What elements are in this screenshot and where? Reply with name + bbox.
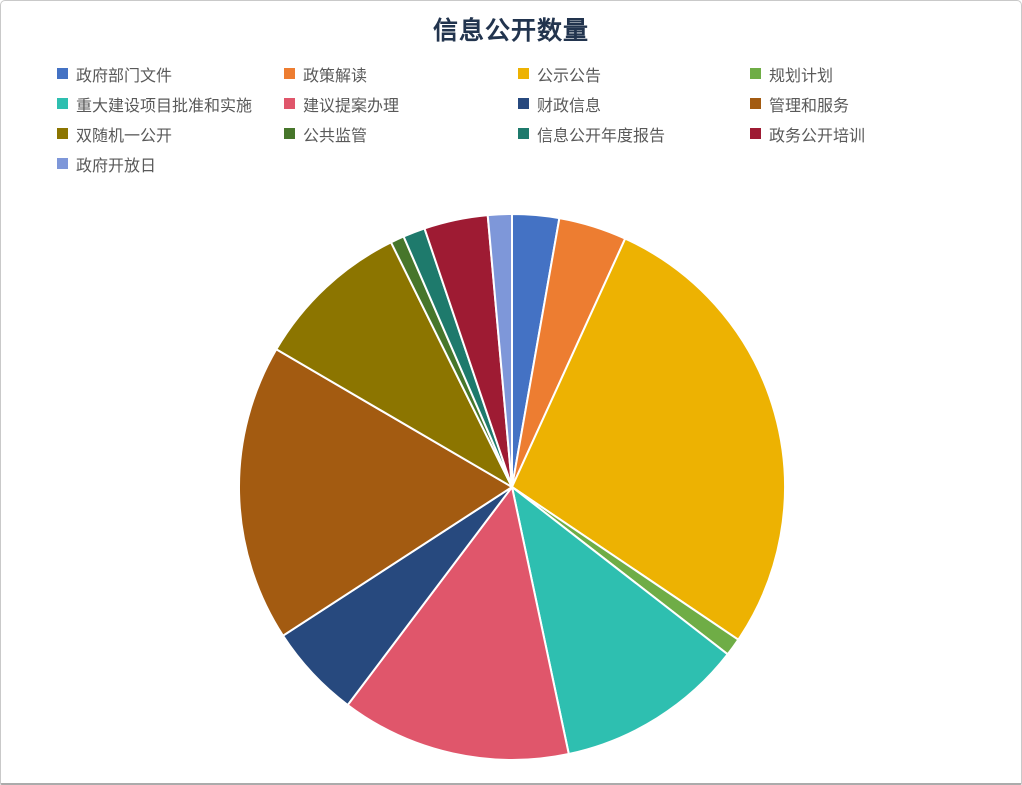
legend-swatch-icon: [57, 158, 68, 170]
chart-title: 信息公开数量: [432, 18, 589, 45]
legend-item-9[interactable]: 公共监管: [284, 119, 518, 149]
legend-item-6[interactable]: 财政信息: [518, 89, 750, 119]
legend-label: 建议提案办理: [303, 97, 400, 115]
legend-swatch-icon: [750, 128, 761, 140]
legend-item-0[interactable]: 政府部门文件: [57, 59, 284, 89]
legend-swatch-icon: [57, 128, 68, 140]
legend-swatch-icon: [284, 68, 295, 80]
legend-item-11[interactable]: 政务公开培训: [750, 119, 1021, 149]
legend-swatch-icon: [57, 68, 68, 80]
legend-label: 财政信息: [537, 97, 602, 115]
legend-item-2[interactable]: 公示公告: [518, 59, 750, 89]
legend-item-7[interactable]: 管理和服务: [750, 89, 1021, 119]
legend-swatch-icon: [518, 98, 529, 110]
legend-swatch-icon: [284, 128, 295, 140]
legend-label: 信息公开年度报告: [537, 127, 666, 145]
legend-swatch-icon: [750, 68, 761, 80]
pie-slice-12[interactable]: [486, 213, 513, 488]
legend-label: 政府部门文件: [76, 67, 173, 85]
pie-slice-7[interactable]: [238, 348, 513, 637]
pie-slice-4[interactable]: [511, 486, 729, 755]
legend-item-8[interactable]: 双随机一公开: [57, 119, 284, 149]
legend-item-3[interactable]: 规划计划: [750, 59, 1021, 89]
legend-swatch-icon: [750, 98, 761, 110]
legend-swatch-icon: [284, 98, 295, 110]
legend-label: 政务公开培训: [769, 127, 866, 145]
legend-item-10[interactable]: 信息公开年度报告: [518, 119, 750, 149]
legend-swatch-icon: [57, 98, 68, 110]
legend-label: 重大建设项目批准和实施: [76, 97, 253, 115]
legend-label: 公共监管: [303, 127, 368, 145]
legend-item-5[interactable]: 建议提案办理: [284, 89, 518, 119]
pie-slice-5[interactable]: [346, 486, 570, 761]
legend-item-12[interactable]: 政府开放日: [57, 149, 284, 179]
legend-item-1[interactable]: 政策解读: [284, 59, 518, 89]
legend-label: 规划计划: [769, 67, 834, 85]
legend-swatch-icon: [518, 128, 529, 140]
pie-slice-8[interactable]: [275, 241, 513, 488]
legend-label: 双随机一公开: [76, 127, 173, 145]
legend-label: 政府开放日: [76, 157, 157, 175]
legend-item-4[interactable]: 重大建设项目批准和实施: [57, 89, 284, 119]
legend-label: 公示公告: [537, 67, 602, 85]
legend-label: 管理和服务: [769, 97, 850, 115]
pie-slice-2[interactable]: [511, 237, 786, 641]
legend-swatch-icon: [518, 68, 529, 80]
legend-label: 政策解读: [303, 67, 368, 85]
chart-legend: 政府部门文件 政策解读 公示公告 规划计划 重大建设项目批准和实施 建议提案办理…: [1, 59, 1021, 179]
